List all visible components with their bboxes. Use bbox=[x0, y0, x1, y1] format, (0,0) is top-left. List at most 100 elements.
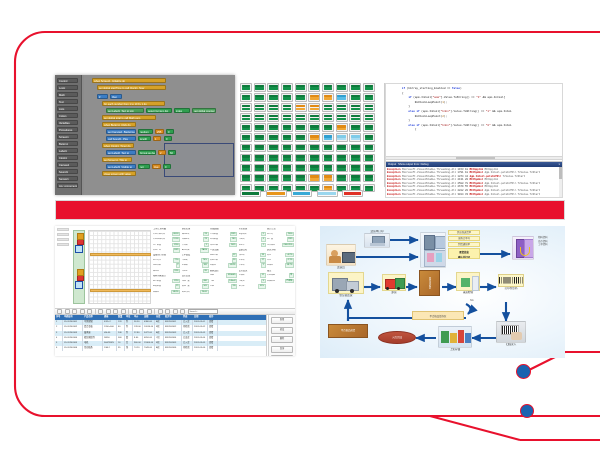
status-card[interactable] bbox=[294, 163, 307, 173]
table-header-cell[interactable]: 序号 bbox=[55, 315, 63, 321]
status-card[interactable] bbox=[362, 143, 375, 153]
code-block[interactable]: when Screen1 .Initialize do bbox=[92, 78, 166, 83]
status-card[interactable] bbox=[308, 113, 321, 122]
status-card[interactable] bbox=[362, 153, 375, 163]
palette-item[interactable]: Control bbox=[57, 78, 78, 83]
status-card[interactable] bbox=[308, 123, 321, 132]
status-card[interactable] bbox=[349, 163, 362, 173]
code-block[interactable]: 0 bbox=[166, 129, 174, 134]
status-card[interactable] bbox=[253, 93, 266, 102]
status-card[interactable] bbox=[308, 93, 321, 102]
status-card[interactable] bbox=[349, 143, 362, 153]
status-card[interactable] bbox=[267, 153, 280, 163]
status-card[interactable] bbox=[349, 133, 362, 142]
status-card[interactable] bbox=[308, 153, 321, 163]
status-card[interactable] bbox=[335, 153, 348, 163]
status-card[interactable] bbox=[280, 83, 294, 92]
code-block[interactable]: 255 bbox=[155, 129, 164, 134]
status-card[interactable] bbox=[362, 163, 375, 173]
status-card[interactable] bbox=[240, 103, 253, 112]
console-scrollbar[interactable] bbox=[559, 167, 562, 197]
console-log-row[interactable]: Exception Microsoft.VisualStudio.Threadin… bbox=[387, 167, 499, 171]
status-card[interactable] bbox=[253, 173, 266, 183]
palette-item[interactable]: Variables bbox=[57, 120, 78, 125]
palette-item[interactable]: Procedures bbox=[57, 127, 78, 132]
toolbar-filter-button[interactable] bbox=[146, 309, 152, 314]
status-card[interactable] bbox=[335, 143, 348, 153]
status-card[interactable] bbox=[308, 103, 321, 112]
status-card[interactable] bbox=[253, 153, 266, 163]
status-card[interactable] bbox=[240, 123, 253, 132]
status-card[interactable] bbox=[335, 133, 348, 142]
toolbar-delete-button[interactable] bbox=[180, 309, 185, 314]
status-card[interactable] bbox=[253, 123, 266, 132]
table-header-cell[interactable]: 日期 bbox=[193, 315, 208, 321]
table-header-cell[interactable]: 操作 bbox=[208, 315, 218, 321]
status-card[interactable] bbox=[349, 93, 362, 102]
gantt-bar[interactable] bbox=[90, 253, 151, 257]
status-card[interactable] bbox=[280, 93, 294, 102]
status-card[interactable] bbox=[362, 133, 375, 142]
blocks-palette[interactable]: Control Logic Math Text Lists Colors Variables… bbox=[55, 75, 82, 195]
status-card[interactable] bbox=[267, 163, 280, 173]
toolbar-copy-button[interactable] bbox=[105, 309, 111, 314]
status-card[interactable] bbox=[240, 173, 253, 183]
status-card[interactable] bbox=[362, 183, 375, 193]
status-card[interactable] bbox=[240, 83, 253, 92]
data-table[interactable]: 序号 单据编号 产品名称 规格 数量 单位 单价 金额 仓库 批次号 状态 日期 操作 1 JD-20240… bbox=[55, 315, 267, 356]
status-card[interactable] bbox=[335, 83, 348, 92]
status-card[interactable] bbox=[362, 123, 375, 132]
palette-item[interactable]: Label1 bbox=[57, 148, 78, 153]
status-card[interactable] bbox=[294, 143, 307, 153]
status-card[interactable] bbox=[362, 103, 375, 112]
status-card[interactable] bbox=[362, 83, 375, 92]
palette-item[interactable]: Sensor1 bbox=[57, 176, 78, 181]
status-card[interactable] bbox=[308, 183, 321, 193]
side-button[interactable]: 新增 bbox=[271, 317, 293, 324]
status-card[interactable] bbox=[362, 113, 375, 122]
palette-item[interactable]: Sound1 bbox=[57, 169, 78, 174]
status-card[interactable] bbox=[294, 103, 307, 112]
code-horizontal-scrollbar[interactable] bbox=[386, 156, 562, 160]
table-row[interactable]: 1 JD-20240301 不锈钢管 Φ32×2 120 件 36.50 4380.00 A区 B… bbox=[55, 320, 266, 326]
table-header-cell[interactable]: 批次号 bbox=[164, 315, 182, 321]
toolbar-undo-button[interactable] bbox=[120, 309, 126, 314]
toolbar-export-button[interactable] bbox=[172, 309, 178, 314]
status-card[interactable] bbox=[349, 153, 362, 163]
status-card[interactable] bbox=[280, 173, 294, 183]
status-card[interactable] bbox=[253, 113, 266, 122]
console-log-row[interactable]: Exception Microsoft.VisualStudio.Threadin… bbox=[387, 178, 499, 182]
status-card[interactable] bbox=[321, 173, 335, 183]
code-block[interactable]: not bbox=[138, 164, 150, 169]
code-block[interactable]: set Label2 .Text to bbox=[106, 150, 136, 155]
code-block[interactable]: set global startTime to call Clock1 .Now bbox=[97, 85, 166, 90]
table-side-buttons[interactable]: 新增修改删除查询导出打印刷新 bbox=[268, 315, 295, 356]
status-card[interactable] bbox=[240, 153, 253, 163]
status-card[interactable] bbox=[240, 143, 253, 153]
status-card[interactable] bbox=[280, 183, 294, 193]
toolbar-print-button[interactable] bbox=[79, 309, 85, 314]
code-block[interactable]: set global total to call Math.sum bbox=[102, 115, 156, 120]
status-card[interactable] bbox=[253, 103, 266, 112]
status-card[interactable] bbox=[349, 173, 362, 183]
palette-item[interactable]: Logic bbox=[57, 85, 78, 90]
palette-item[interactable]: Button1 bbox=[57, 141, 78, 146]
side-button[interactable]: 查询 bbox=[271, 345, 293, 353]
table-header-cell[interactable]: 单价 bbox=[133, 315, 143, 321]
schedule-board[interactable]: 工序计划明细 计划开始时间 08:00 计划完成时间 12:00 生产数量 1200 实际产出… bbox=[55, 226, 295, 308]
side-button[interactable]: 修改 bbox=[271, 326, 293, 334]
table-toolbar[interactable]: Search... bbox=[55, 308, 295, 315]
code-block[interactable]: random bbox=[138, 129, 153, 134]
status-card[interactable] bbox=[280, 103, 294, 112]
status-card[interactable] bbox=[321, 123, 335, 132]
status-card[interactable] bbox=[362, 173, 375, 183]
board-grid[interactable] bbox=[88, 230, 151, 304]
blocks-canvas[interactable]: when Screen1 .Initialize do set global st… bbox=[84, 75, 235, 195]
code-block[interactable]: length bbox=[138, 136, 151, 141]
console-log-row[interactable]: Exception Microsoft.VisualStudio.Threadin… bbox=[387, 174, 526, 178]
code-block[interactable]: set Canvas1 .BackgroundColor to bbox=[106, 129, 136, 134]
status-card[interactable] bbox=[240, 163, 253, 173]
status-card[interactable] bbox=[253, 163, 266, 173]
status-card[interactable] bbox=[294, 133, 307, 142]
table-header-cell[interactable]: 产品名称 bbox=[83, 315, 103, 321]
